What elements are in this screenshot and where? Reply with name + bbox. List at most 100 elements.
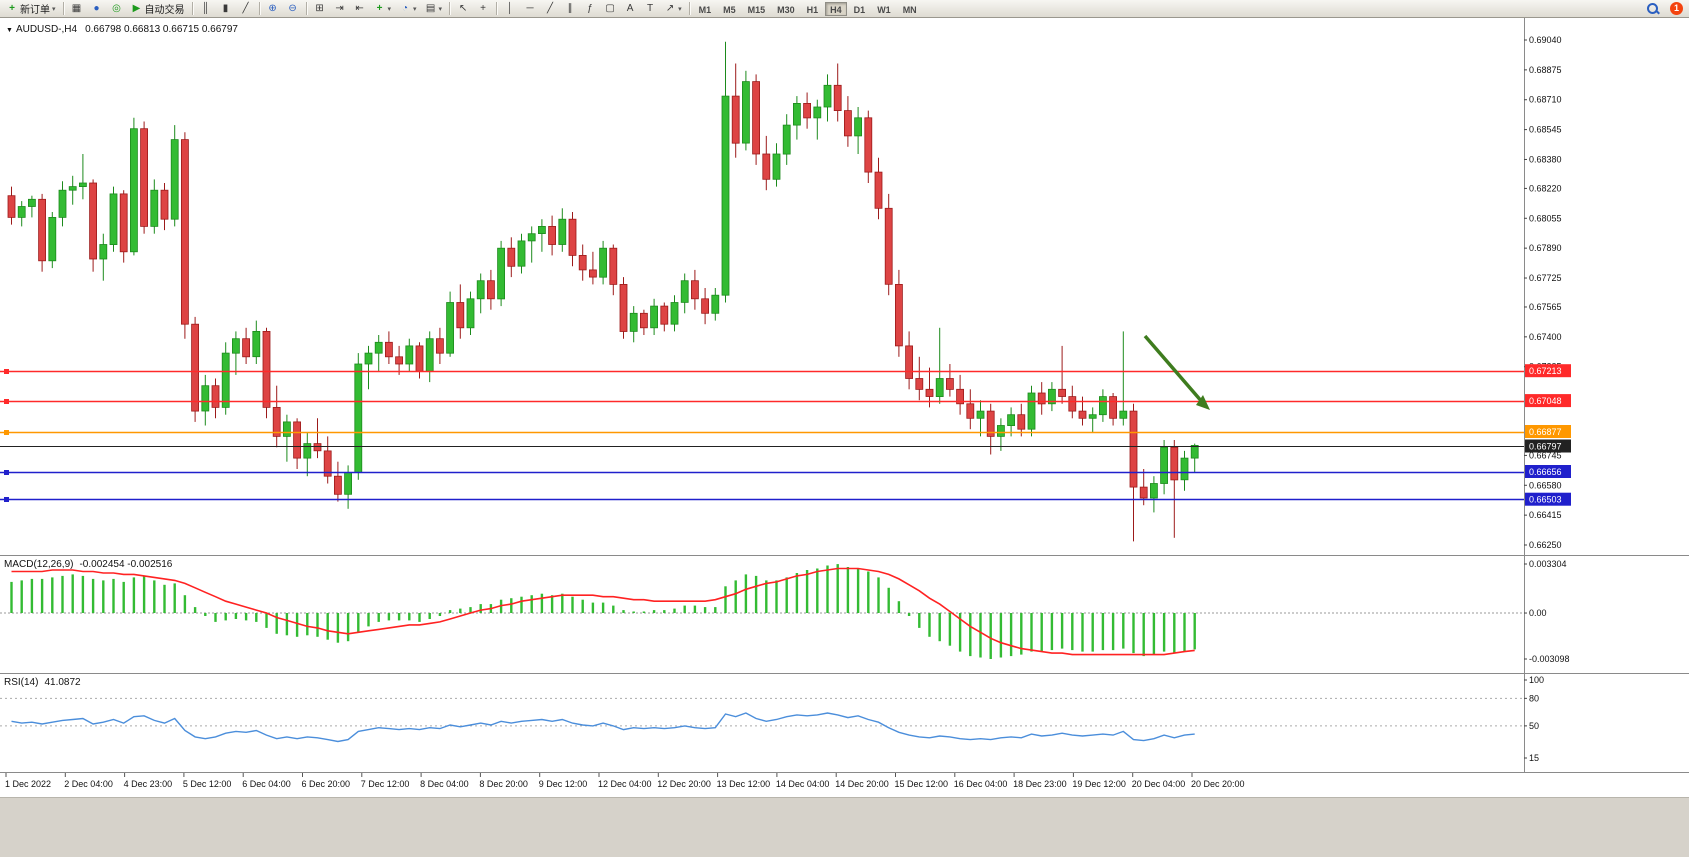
profiles-button[interactable]: ● <box>87 1 107 17</box>
text-label-icon: T <box>647 2 654 14</box>
shapes-button[interactable]: ▢ <box>600 1 620 17</box>
candlestick-button[interactable]: ▮ <box>216 1 236 17</box>
timeframe-m1-button[interactable]: M1 <box>698 4 712 15</box>
macd-axis[interactable]: 0.003304 0.00 -0.003098 <box>1524 559 1570 664</box>
indicators-icon: + <box>376 2 383 14</box>
macd-name: MACD(12,26,9) <box>4 559 74 570</box>
collapse-icon[interactable]: ▼ <box>6 27 13 34</box>
svg-text:0.68710: 0.68710 <box>1529 95 1562 105</box>
svg-text:0.67725: 0.67725 <box>1529 273 1562 283</box>
arrows-icon: ↗ <box>665 2 675 14</box>
macd-values: -0.002454 -0.002516 <box>79 559 173 570</box>
vertical-line-icon: │ <box>506 2 514 14</box>
auto-trading-button[interactable]: ▶ 自动交易 <box>127 1 189 17</box>
svg-text:0.68875: 0.68875 <box>1529 65 1562 75</box>
toolbar-separator <box>688 2 690 15</box>
svg-text:0.66656: 0.66656 <box>1529 467 1562 477</box>
toolbar-separator <box>496 2 498 15</box>
fibonacci-button[interactable]: ƒ <box>580 1 600 17</box>
timeframe-m15-button[interactable]: M15 <box>747 4 766 15</box>
trendline-button[interactable]: ╱ <box>540 1 560 17</box>
svg-text:5 Dec 12:00: 5 Dec 12:00 <box>183 779 232 789</box>
svg-text:-0.003098: -0.003098 <box>1529 654 1570 664</box>
auto-trading-icon: ▶ <box>132 2 141 14</box>
macd-layer <box>0 564 1524 659</box>
svg-text:0.66580: 0.66580 <box>1529 480 1562 490</box>
svg-text:20 Dec 20:00: 20 Dec 20:00 <box>1191 779 1245 789</box>
candles-layer <box>7 41 1199 542</box>
auto-scroll-icon: ⇥ <box>335 2 344 14</box>
text-button[interactable]: A <box>620 1 640 17</box>
svg-text:0.68220: 0.68220 <box>1529 183 1562 193</box>
arrows-button[interactable]: ↗ ▾ <box>660 1 686 17</box>
zoom-in-button[interactable]: ⊕ <box>263 1 283 17</box>
channel-button[interactable]: ∥ <box>560 1 580 17</box>
market-watch-button[interactable]: ◎ <box>107 1 127 17</box>
svg-text:14 Dec 20:00: 14 Dec 20:00 <box>835 779 889 789</box>
svg-text:7 Dec 12:00: 7 Dec 12:00 <box>361 779 410 789</box>
svg-text:16 Dec 04:00: 16 Dec 04:00 <box>954 779 1008 789</box>
svg-text:0.66797: 0.66797 <box>1529 442 1562 452</box>
chart-window-icon: ▦ <box>71 2 82 14</box>
svg-text:80: 80 <box>1529 693 1539 703</box>
text-label-button[interactable]: T <box>640 1 660 17</box>
svg-text:15: 15 <box>1529 753 1539 763</box>
svg-text:4 Dec 23:00: 4 Dec 23:00 <box>124 779 173 789</box>
price-axis[interactable]: 0.69040 0.68875 0.68710 0.68545 0.68380 0.682… <box>1524 35 1571 550</box>
rsi-axis[interactable]: 100 80 50 15 <box>1524 675 1544 763</box>
indicators-button[interactable]: + ▾ <box>370 1 396 17</box>
bar-chart-icon: ║ <box>201 2 210 14</box>
vertical-line-button[interactable]: │ <box>500 1 520 17</box>
toolbar-separator <box>305 2 307 15</box>
periods-button[interactable]: ◔ ▾ <box>395 1 421 17</box>
timeframe-w1-button[interactable]: W1 <box>877 4 891 15</box>
profiles-icon: ● <box>93 2 100 14</box>
price-chart-canvas[interactable]: 0.69040 0.68875 0.68710 0.68545 0.68380 0.682… <box>0 18 1689 797</box>
trend-arrow-annotation[interactable] <box>1143 334 1210 410</box>
rsi-indicator-label: RSI(14) 41.0872 <box>4 677 81 688</box>
templates-icon: ▤ <box>425 2 436 14</box>
svg-text:0.66877: 0.66877 <box>1529 427 1562 437</box>
chart-title: ▼ AUDUSD-,H4 0.66798 0.66813 0.66715 0.667… <box>6 24 238 35</box>
svg-text:19 Dec 12:00: 19 Dec 12:00 <box>1072 779 1126 789</box>
rsi-layer <box>0 697 1524 743</box>
new-order-icon: + <box>9 2 15 14</box>
timeframe-mn-button[interactable]: MN <box>902 4 917 15</box>
horizontal-lines-layer[interactable] <box>0 369 1524 502</box>
chart-shift-icon: ⇤ <box>355 2 364 14</box>
chart-shift-button[interactable]: ⇤ <box>350 1 370 17</box>
line-chart-icon: ╱ <box>242 2 249 14</box>
svg-text:0.00: 0.00 <box>1529 608 1547 618</box>
svg-text:0.67400: 0.67400 <box>1529 332 1562 342</box>
chart-window[interactable]: 0.69040 0.68875 0.68710 0.68545 0.68380 0.682… <box>0 18 1689 797</box>
timeframe-d1-button[interactable]: D1 <box>853 4 866 15</box>
chart-window-button[interactable]: ▦ <box>67 1 87 17</box>
templates-button[interactable]: ▤ ▾ <box>421 1 447 17</box>
search-button[interactable] <box>1641 1 1664 17</box>
tile-windows-button[interactable]: ⊞ <box>310 1 330 17</box>
tile-windows-icon: ⊞ <box>315 2 324 14</box>
timeframe-h1-button[interactable]: H1 <box>806 4 819 15</box>
toolbar-separator <box>449 2 451 15</box>
notification-badge[interactable]: 1 <box>1670 2 1683 15</box>
crosshair-button[interactable]: + <box>473 1 493 17</box>
horizontal-line-button[interactable]: ─ <box>520 1 540 17</box>
new-order-button[interactable]: + 新订单 ▾ <box>2 1 60 17</box>
cursor-button[interactable]: ↖ <box>453 1 473 17</box>
line-chart-button[interactable]: ╱ <box>236 1 256 17</box>
timeframe-h4-button[interactable]: H4 <box>825 1 847 16</box>
time-axis[interactable]: 1 Dec 2022 2 Dec 04:00 4 Dec 23:00 5 Dec 12… <box>5 773 1245 789</box>
bar-chart-button[interactable]: ║ <box>196 1 216 17</box>
auto-scroll-button[interactable]: ⇥ <box>330 1 350 17</box>
timeframe-m30-button[interactable]: M30 <box>777 4 795 15</box>
chevron-down-icon: ▾ <box>52 5 56 13</box>
svg-text:1 Dec 2022: 1 Dec 2022 <box>5 779 51 789</box>
svg-text:0.68545: 0.68545 <box>1529 125 1562 135</box>
zoom-out-button[interactable]: ⊖ <box>283 1 303 17</box>
svg-text:12 Dec 20:00: 12 Dec 20:00 <box>657 779 711 789</box>
auto-trading-button-label: 自动交易 <box>144 5 185 16</box>
timeframe-m5-button[interactable]: M5 <box>723 4 736 15</box>
svg-text:6 Dec 20:00: 6 Dec 20:00 <box>302 779 351 789</box>
periods-icon: ◔ <box>402 2 409 14</box>
